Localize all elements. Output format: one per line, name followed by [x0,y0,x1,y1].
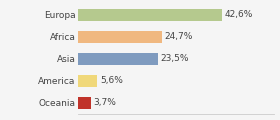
Bar [78,97,91,109]
Bar [78,9,222,21]
Text: 3,7%: 3,7% [94,98,116,108]
Text: 23,5%: 23,5% [160,54,189,63]
Text: 42,6%: 42,6% [225,10,253,19]
Text: 24,7%: 24,7% [165,32,193,41]
Bar [78,31,162,43]
Bar [78,53,158,65]
Bar [78,75,97,87]
Text: 5,6%: 5,6% [100,76,123,85]
